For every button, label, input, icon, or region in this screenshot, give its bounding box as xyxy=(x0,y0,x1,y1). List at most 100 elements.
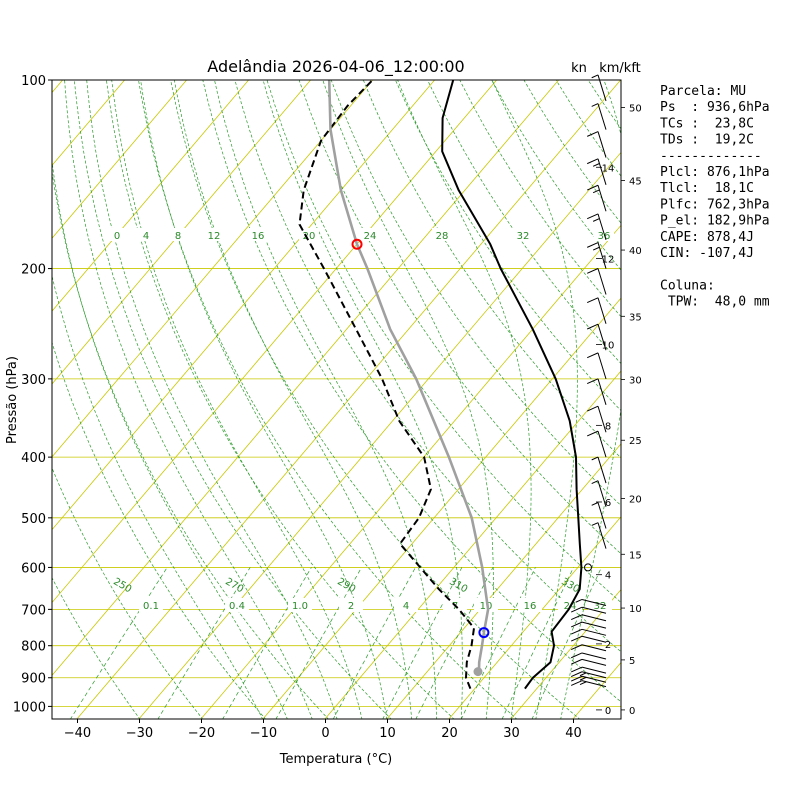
wind-barb xyxy=(587,132,606,158)
y-tick-label: 800 xyxy=(21,640,46,655)
wind-barb xyxy=(571,667,606,673)
km-tick-label: 0 xyxy=(605,706,611,717)
kft-tick-label: 5 xyxy=(629,656,635,667)
lcl-marker xyxy=(474,668,482,676)
dry-adiabat xyxy=(42,80,329,720)
km-tick-label: 12 xyxy=(602,255,615,266)
km-tick-label: 2 xyxy=(605,640,611,651)
x-axis-label: Temperatura (°C) xyxy=(279,752,392,767)
moist-adiabat-label: 28 xyxy=(436,231,449,242)
wind-barb xyxy=(587,406,606,432)
mixing-ratio-label: 0.4 xyxy=(229,601,245,612)
kft-tick-label: 10 xyxy=(629,604,642,615)
kft-tick-label: 0 xyxy=(629,706,635,717)
info-line: Plcl: 876,1hPa xyxy=(660,165,770,180)
moist-adiabat-label: 24 xyxy=(364,231,377,242)
info-line: Parcela: MU xyxy=(660,84,746,99)
barb-flag xyxy=(571,653,582,658)
barb-flag xyxy=(587,159,598,164)
kft-tick-label: 45 xyxy=(629,177,642,188)
barb-flag xyxy=(593,247,599,250)
wind-barb xyxy=(571,681,606,687)
barb-shaft xyxy=(598,185,606,211)
mixing-ratio-label: 16 xyxy=(524,601,537,612)
moist-adiabat xyxy=(561,80,635,720)
x-tick-label: 0 xyxy=(321,726,329,741)
moist-adiabat-label: 16 xyxy=(252,231,265,242)
wind-barb xyxy=(587,353,606,379)
info-line: ------------- xyxy=(660,149,762,164)
x-tick-label: 20 xyxy=(441,726,458,741)
isotherm xyxy=(0,80,249,719)
barb-shaft xyxy=(598,104,606,130)
wind-barb xyxy=(587,431,606,457)
barb-shaft xyxy=(582,653,606,659)
barb-flag xyxy=(587,214,598,219)
dry-adiabat-label: 290 xyxy=(335,576,357,595)
moist-adiabat-label: 0 xyxy=(114,231,120,242)
barb-flag xyxy=(592,503,598,506)
x-tick-label: −20 xyxy=(188,726,215,741)
wind-barb xyxy=(571,615,606,621)
barb-flag xyxy=(571,636,582,641)
info-line: TDs : 19,2C xyxy=(660,133,754,148)
barb-flag xyxy=(587,353,598,358)
km-tick-label: 10 xyxy=(602,340,615,351)
isotherm xyxy=(139,80,683,719)
barb-shaft xyxy=(598,431,606,457)
barb-shaft xyxy=(598,268,606,294)
barb-shaft xyxy=(582,629,606,635)
dry-adiabat xyxy=(171,80,581,720)
info-line: Tlcl: 18,1C xyxy=(660,181,754,196)
barb-flag xyxy=(571,629,582,634)
moist-adiabat-label: 32 xyxy=(517,231,530,242)
dry-adiabat-label: 310 xyxy=(447,576,469,595)
mixing-ratio-line xyxy=(382,567,462,719)
x-tick-label: −40 xyxy=(64,726,91,741)
dry-adiabat xyxy=(0,80,140,720)
isotherm xyxy=(0,80,373,719)
barb-shaft xyxy=(598,353,606,379)
mixing-ratio-label: 0.1 xyxy=(143,601,159,612)
wind-barb xyxy=(571,636,606,642)
km-tick-label: 6 xyxy=(605,498,611,509)
y-tick-label: 200 xyxy=(21,263,46,278)
kn-label: kn xyxy=(571,61,587,76)
wind-barb xyxy=(587,298,606,324)
y-tick-label: 1000 xyxy=(13,700,46,715)
barb-flag xyxy=(592,75,598,78)
kmkft-label: km/kft xyxy=(599,61,641,76)
kft-tick-label: 20 xyxy=(629,494,642,505)
km-tick-label: 14 xyxy=(602,163,615,174)
kft-tick-label: 40 xyxy=(629,246,642,257)
km-tick-label: 4 xyxy=(605,571,611,582)
barb-shaft xyxy=(582,622,606,628)
dewpoint-line xyxy=(300,80,475,689)
dry-adiabat xyxy=(106,80,454,720)
y-tick-label: 600 xyxy=(21,561,46,576)
wind-barb xyxy=(571,629,606,635)
dry-adiabat xyxy=(10,80,266,720)
moist-adiabat-label: 4 xyxy=(143,231,149,242)
moist-adiabat xyxy=(398,80,531,720)
moist-adiabat-label: 8 xyxy=(175,231,181,242)
barb-flag xyxy=(571,615,582,620)
wind-barb xyxy=(592,104,606,130)
barb-shaft xyxy=(582,659,606,665)
wind-barb xyxy=(587,185,606,211)
barb-flag xyxy=(580,682,586,685)
y-tick-label: 700 xyxy=(21,603,46,618)
moist-adiabat xyxy=(65,80,313,720)
moist-adiabat xyxy=(45,80,288,720)
plot-frame xyxy=(52,80,621,719)
chart-title: Adelândia 2026-04-06_12:00:00 xyxy=(207,57,464,77)
info-line: CAPE: 878,4J xyxy=(660,230,754,245)
barb-shaft xyxy=(582,636,606,642)
barb-flag xyxy=(587,243,598,248)
isotherm xyxy=(0,80,311,719)
y-tick-label: 500 xyxy=(21,512,46,527)
mixing-ratio-line xyxy=(502,567,574,719)
